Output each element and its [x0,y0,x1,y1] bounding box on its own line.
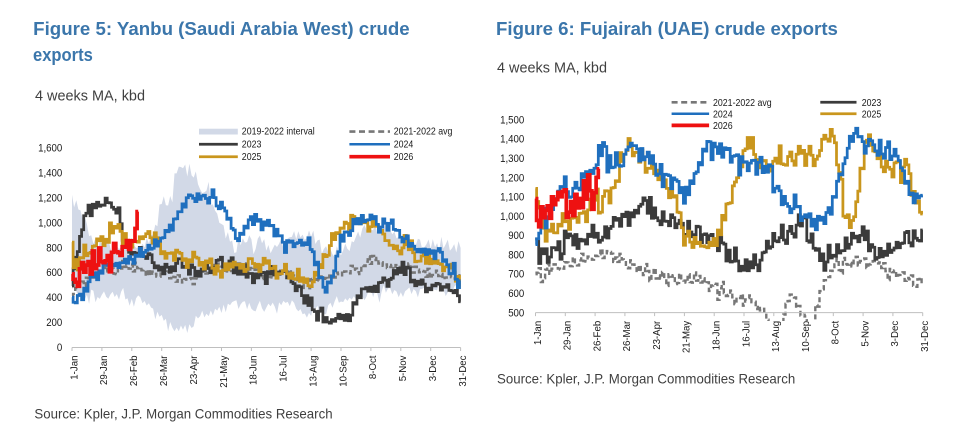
svg-text:Source: Kpler, J.P. Morgan Com: Source: Kpler, J.P. Morgan Commodities R… [497,371,795,387]
svg-text:1,000: 1,000 [38,217,62,229]
svg-text:2023: 2023 [862,98,882,109]
svg-text:21-May: 21-May [681,320,693,353]
svg-text:2021-2022 avg: 2021-2022 avg [394,127,453,138]
svg-text:18-Jun: 18-Jun [248,355,260,385]
svg-text:4 weeks MA, kbd: 4 weeks MA, kbd [497,60,607,76]
svg-text:2021-2022 avg: 2021-2022 avg [713,98,772,109]
svg-text:1,100: 1,100 [500,192,524,204]
svg-text:3-Dec: 3-Dec [427,356,439,382]
svg-text:23-Apr: 23-Apr [188,355,200,384]
svg-text:13-Aug: 13-Aug [307,355,319,386]
svg-text:600: 600 [46,267,62,279]
svg-text:0: 0 [57,342,62,354]
svg-text:1-Jan: 1-Jan [68,355,80,379]
svg-text:2024: 2024 [713,110,733,121]
svg-text:8-Oct: 8-Oct [830,321,842,345]
svg-text:13-Aug: 13-Aug [770,321,782,352]
svg-text:5-Nov: 5-Nov [859,320,871,346]
svg-text:1,400: 1,400 [38,168,62,180]
svg-text:2019-2022 interval: 2019-2022 interval [242,127,315,138]
svg-text:500: 500 [508,307,524,319]
svg-text:1,200: 1,200 [38,192,62,204]
svg-text:16-Jul: 16-Jul [740,321,752,347]
svg-text:1,500: 1,500 [500,114,524,126]
svg-text:26-Feb: 26-Feb [128,355,140,386]
svg-text:1-Jan: 1-Jan [532,321,544,345]
svg-text:29-Jan: 29-Jan [562,321,574,351]
svg-text:10-Sep: 10-Sep [337,355,349,386]
svg-text:26-Mar: 26-Mar [158,355,170,386]
svg-text:Source: Kpler, J.P. Morgan Com: Source: Kpler, J.P. Morgan Commodities R… [34,406,332,422]
svg-text:1,400: 1,400 [500,134,524,146]
svg-text:1,000: 1,000 [500,211,524,223]
svg-text:2025: 2025 [242,152,262,163]
svg-text:26-Feb: 26-Feb [591,321,603,352]
svg-text:800: 800 [508,249,524,261]
svg-text:31-Dec: 31-Dec [457,356,469,387]
svg-text:18-Jun: 18-Jun [711,321,723,351]
svg-text:10-Sep: 10-Sep [800,321,812,352]
svg-text:23-Apr: 23-Apr [651,320,663,349]
svg-text:8-Oct: 8-Oct [367,355,379,379]
svg-text:200: 200 [46,317,62,329]
svg-text:exports: exports [33,45,93,65]
svg-text:600: 600 [508,288,524,300]
svg-text:1,200: 1,200 [500,172,524,184]
svg-text:700: 700 [508,269,524,281]
svg-text:3-Dec: 3-Dec [889,321,901,347]
svg-text:26-Mar: 26-Mar [621,320,633,351]
svg-text:2023: 2023 [242,140,262,151]
svg-text:2025: 2025 [862,110,882,121]
svg-text:1,300: 1,300 [500,153,524,165]
svg-text:1,600: 1,600 [38,143,62,155]
svg-text:2026: 2026 [394,152,414,163]
svg-text:800: 800 [46,242,62,254]
svg-text:2024: 2024 [394,140,414,151]
svg-text:29-Jan: 29-Jan [98,355,110,385]
svg-text:4 weeks MA, kbd: 4 weeks MA, kbd [35,88,145,104]
svg-text:21-May: 21-May [218,355,230,388]
svg-text:31-Dec: 31-Dec [919,321,931,352]
svg-text:Figure 5: Yanbu (Saudi Arabia: Figure 5: Yanbu (Saudi Arabia West) crud… [33,19,410,39]
svg-text:16-Jul: 16-Jul [278,356,290,382]
svg-text:Figure 6: Fujairah (UAE) crude: Figure 6: Fujairah (UAE) crude exports [496,19,838,39]
svg-text:900: 900 [508,230,524,242]
svg-text:5-Nov: 5-Nov [397,355,409,381]
svg-text:2026: 2026 [713,121,733,132]
svg-text:400: 400 [46,292,62,304]
